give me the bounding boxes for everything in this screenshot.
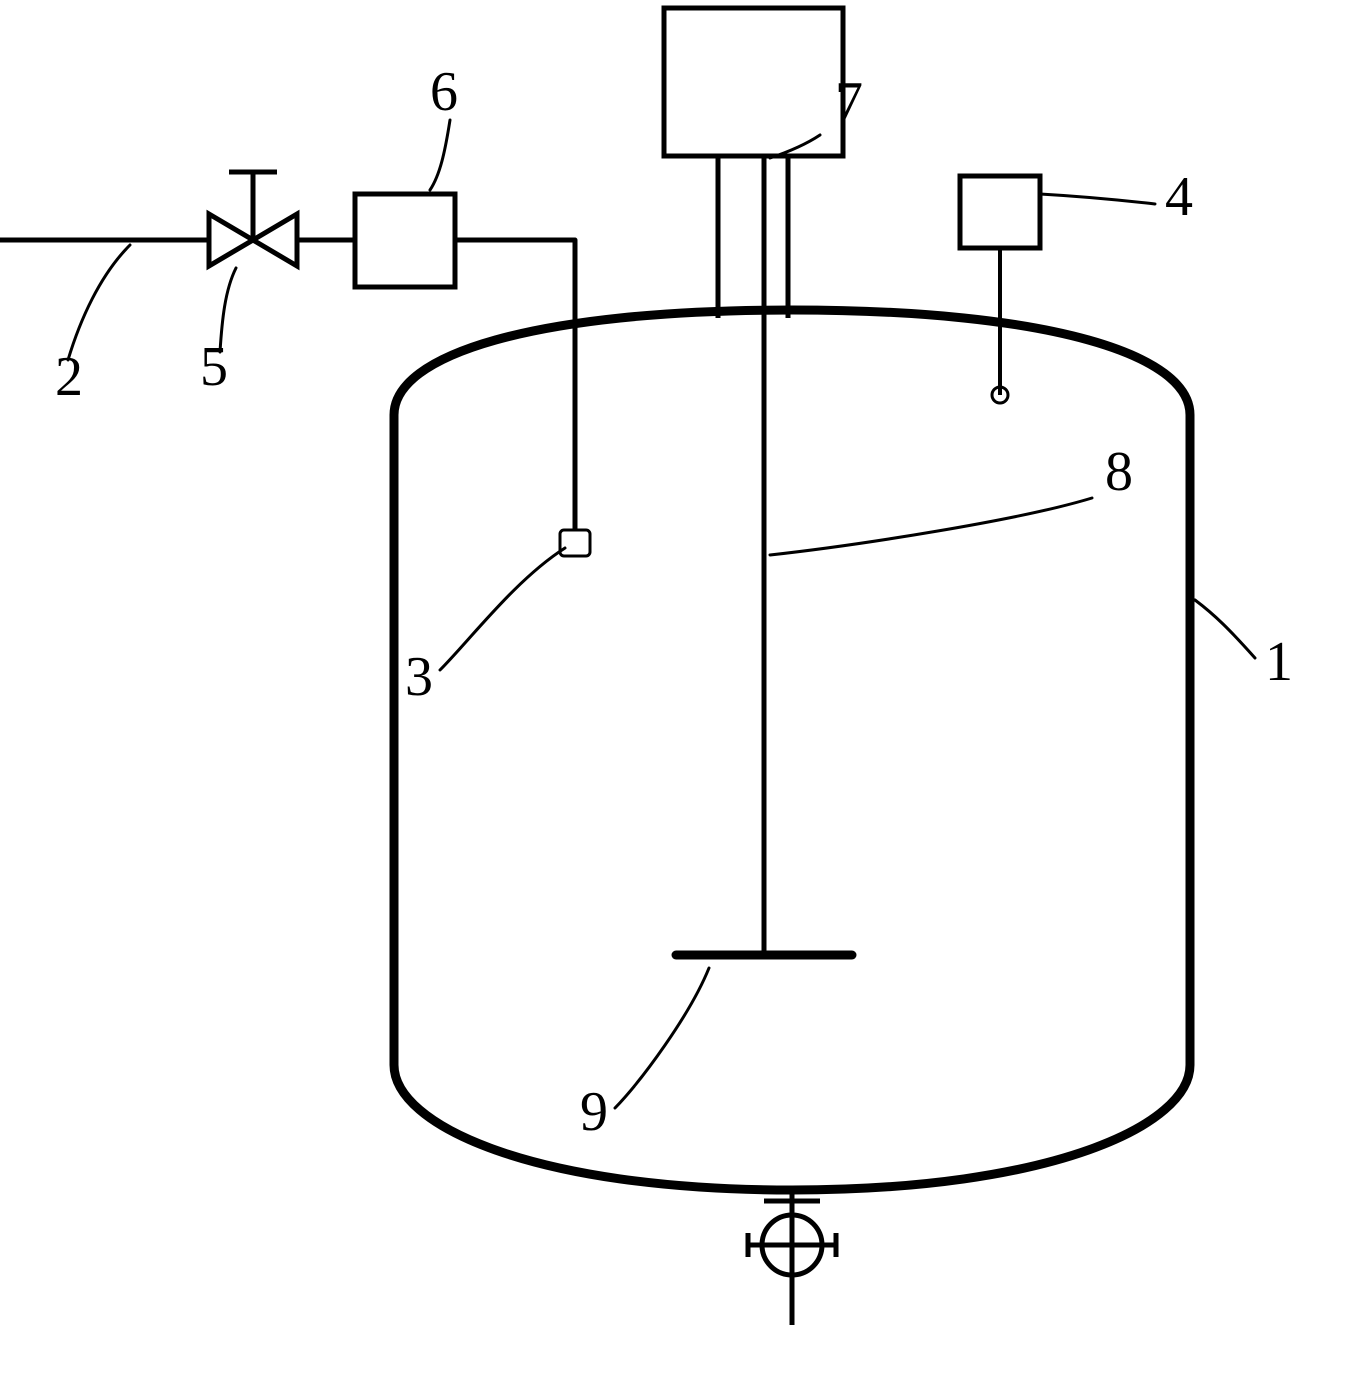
leader-L3 — [440, 548, 565, 670]
sensor-box — [960, 176, 1040, 248]
label-L4: 4 — [1165, 166, 1193, 228]
leader-L9 — [615, 968, 709, 1108]
label-L6: 6 — [430, 61, 458, 123]
vessel-body — [394, 310, 1190, 1190]
dip-tube — [455, 240, 575, 530]
label-L3: 3 — [405, 646, 433, 708]
label-L1: 1 — [1265, 631, 1293, 693]
leader-L4 — [1040, 194, 1155, 204]
leader-L6 — [430, 120, 450, 190]
label-L7: 7 — [835, 71, 863, 133]
leader-L8 — [770, 498, 1092, 555]
leader-L1 — [1195, 600, 1255, 658]
motor-box — [664, 8, 843, 156]
flow-box — [355, 194, 455, 287]
label-L5: 5 — [200, 336, 228, 398]
label-L2: 2 — [55, 346, 83, 408]
label-L8: 8 — [1105, 441, 1133, 503]
leader-L2 — [68, 245, 130, 360]
label-L9: 9 — [580, 1081, 608, 1143]
spray-nozzle — [560, 530, 590, 556]
